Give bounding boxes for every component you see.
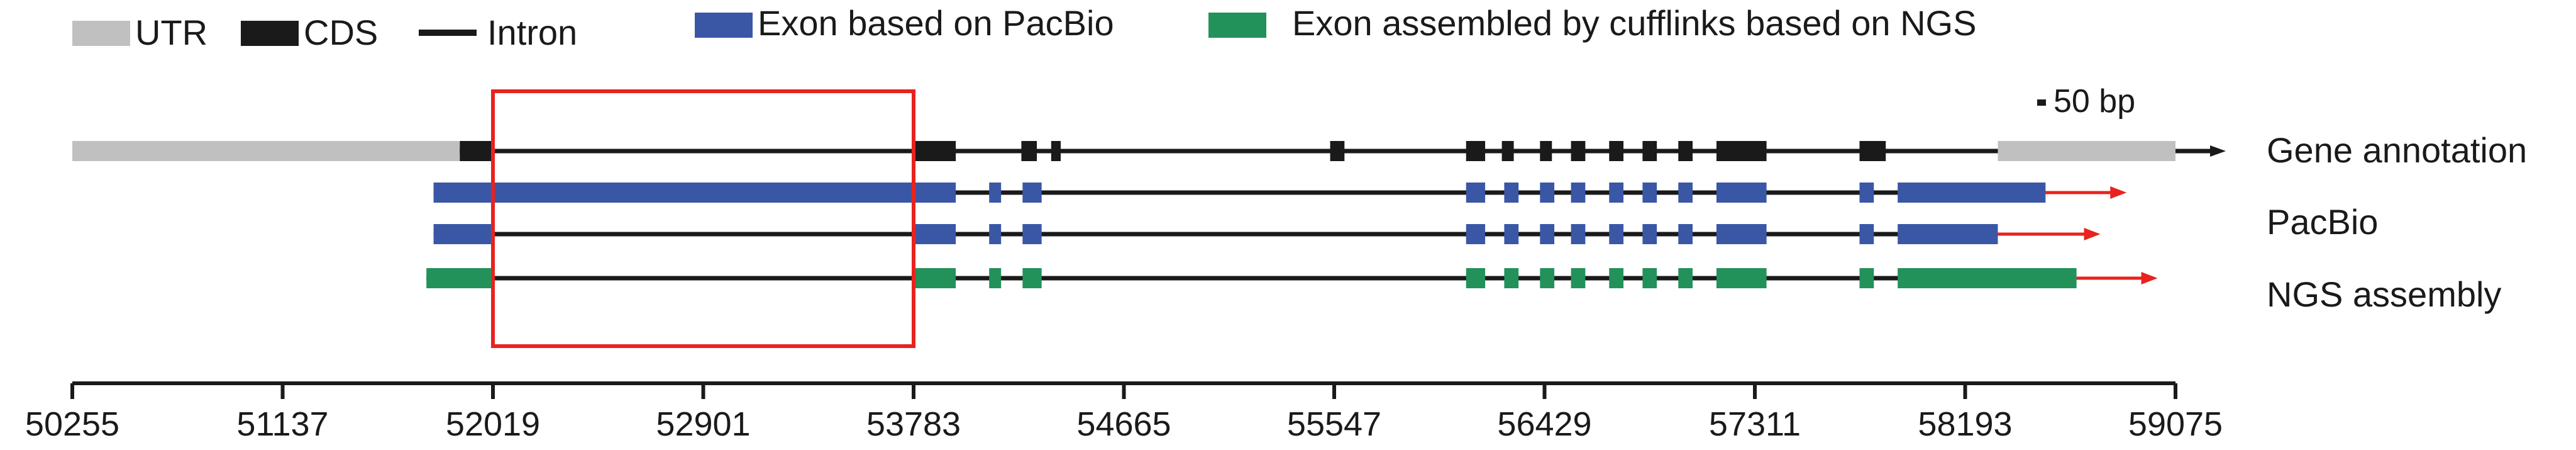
pacbio2-exon <box>1609 224 1624 244</box>
pacbio1-exon <box>433 183 956 203</box>
ngs-exon <box>1642 268 1657 288</box>
legend-utr-label: UTR <box>135 13 207 52</box>
axis-tick-label: 57311 <box>1709 405 1801 443</box>
pacbio-track-2 <box>433 224 2101 244</box>
pacbio2-exon <box>1571 224 1586 244</box>
axis-tick-label: 55547 <box>1287 405 1381 443</box>
utr-block <box>1998 141 2175 161</box>
legend-utr-swatch <box>72 21 130 46</box>
ngs-exon <box>426 268 493 288</box>
pacbio1-exon <box>1859 183 1874 203</box>
legend-intron-swatch <box>419 30 477 36</box>
pacbio2-exon <box>914 224 956 244</box>
pacbio2-exon <box>1716 224 1767 244</box>
cds-block <box>460 141 493 161</box>
ngs-exon <box>1466 268 1486 288</box>
annotation-direction-arrow <box>2210 145 2226 157</box>
pacbio2-exon <box>1642 224 1657 244</box>
legend-ngs-swatch <box>1208 13 1266 38</box>
axis-tick-label: 52019 <box>446 405 540 443</box>
scale-bar-label: 50 bp <box>2054 83 2135 120</box>
pacbio2-exon <box>989 224 1002 244</box>
scale-bar-line <box>2037 99 2046 106</box>
ngs-exon <box>1504 268 1519 288</box>
cds-block <box>1678 141 1693 161</box>
ngs-exon <box>1859 268 1874 288</box>
ngs-direction-arrow <box>2141 272 2158 284</box>
gene-annotation-track <box>72 141 2226 161</box>
cds-block <box>1466 141 1486 161</box>
legend-ngs-label: Exon assembled by cufflinks based on NGS <box>1292 3 1976 43</box>
axis-tick-label: 58193 <box>1918 405 2012 443</box>
pacbio1-exon <box>1022 183 1042 203</box>
ngs-exon <box>1898 268 2077 288</box>
pacbio2-exon <box>1466 224 1486 244</box>
coordinate-axis: 50255 51137 52019 52901 53783 54665 55547 56429… <box>25 381 2223 443</box>
pacbio2-exon <box>1859 224 1874 244</box>
pacbio1-exon <box>1716 183 1767 203</box>
pacbio1-exon <box>989 183 1002 203</box>
highlight-region-box <box>491 89 915 348</box>
pacbio1-exon <box>1609 183 1624 203</box>
pacbio1-exon <box>1571 183 1586 203</box>
axis-tick-label: 59075 <box>2128 405 2223 443</box>
cds-block <box>1540 141 1552 161</box>
ngs-exon <box>914 268 956 288</box>
pacbio1-direction-arrow <box>2110 186 2127 199</box>
track-label-pacbio: PacBio <box>2267 202 2378 242</box>
legend-cds-label: CDS <box>304 13 378 52</box>
cds-block <box>1642 141 1657 161</box>
axis-tick-label: 50255 <box>25 405 119 443</box>
axis-tick-label: 52901 <box>656 405 750 443</box>
ngs-exon <box>1540 268 1555 288</box>
pacbio2-exon <box>1898 224 1998 244</box>
pacbio2-exon <box>1540 224 1555 244</box>
cds-block <box>1330 141 1345 161</box>
pacbio1-exon <box>1466 183 1486 203</box>
cds-block <box>1859 141 1886 161</box>
pacbio1-exon <box>1898 183 2046 203</box>
legend: UTR CDS Intron Exon based on PacBio Exon… <box>72 3 1976 52</box>
cds-block <box>1716 141 1767 161</box>
cds-block <box>1051 141 1061 161</box>
cds-block <box>1571 141 1586 161</box>
legend-cds-swatch <box>241 21 299 46</box>
track-label-gene-annotation: Gene annotation <box>2267 130 2527 170</box>
utr-block <box>72 141 460 161</box>
pacbio2-exon <box>1678 224 1693 244</box>
axis-tick-label: 51137 <box>236 405 328 443</box>
cds-block <box>914 141 956 161</box>
axis-tick-label: 53783 <box>866 405 961 443</box>
pacbio2-direction-arrow <box>2084 228 2101 240</box>
legend-pacbio-label: Exon based on PacBio <box>758 3 1114 43</box>
legend-intron-label: Intron <box>487 13 577 52</box>
cds-block <box>1609 141 1624 161</box>
ngs-exon <box>1022 268 1042 288</box>
axis-tick-label: 54665 <box>1076 405 1171 443</box>
scale-bar: 50 bp <box>2037 83 2135 120</box>
pacbio1-exon <box>1540 183 1555 203</box>
axis-tick-label: 56429 <box>1497 405 1591 443</box>
pacbio1-exon <box>1678 183 1693 203</box>
legend-pacbio-swatch <box>695 13 753 38</box>
ngs-exon <box>1716 268 1767 288</box>
ngs-exon <box>1678 268 1693 288</box>
cds-block <box>1021 141 1037 161</box>
pacbio1-exon <box>1642 183 1657 203</box>
pacbio2-exon <box>1504 224 1519 244</box>
cds-block <box>1501 141 1514 161</box>
ngs-exon <box>1571 268 1586 288</box>
ngs-assembly-track <box>426 268 2158 288</box>
track-label-ngs-assembly: NGS assembly <box>2267 274 2501 314</box>
pacbio2-exon <box>433 224 493 244</box>
pacbio1-exon <box>1504 183 1519 203</box>
pacbio-track-1 <box>433 183 2127 203</box>
ngs-exon <box>989 268 1002 288</box>
ngs-exon <box>1609 268 1624 288</box>
pacbio2-exon <box>1022 224 1042 244</box>
